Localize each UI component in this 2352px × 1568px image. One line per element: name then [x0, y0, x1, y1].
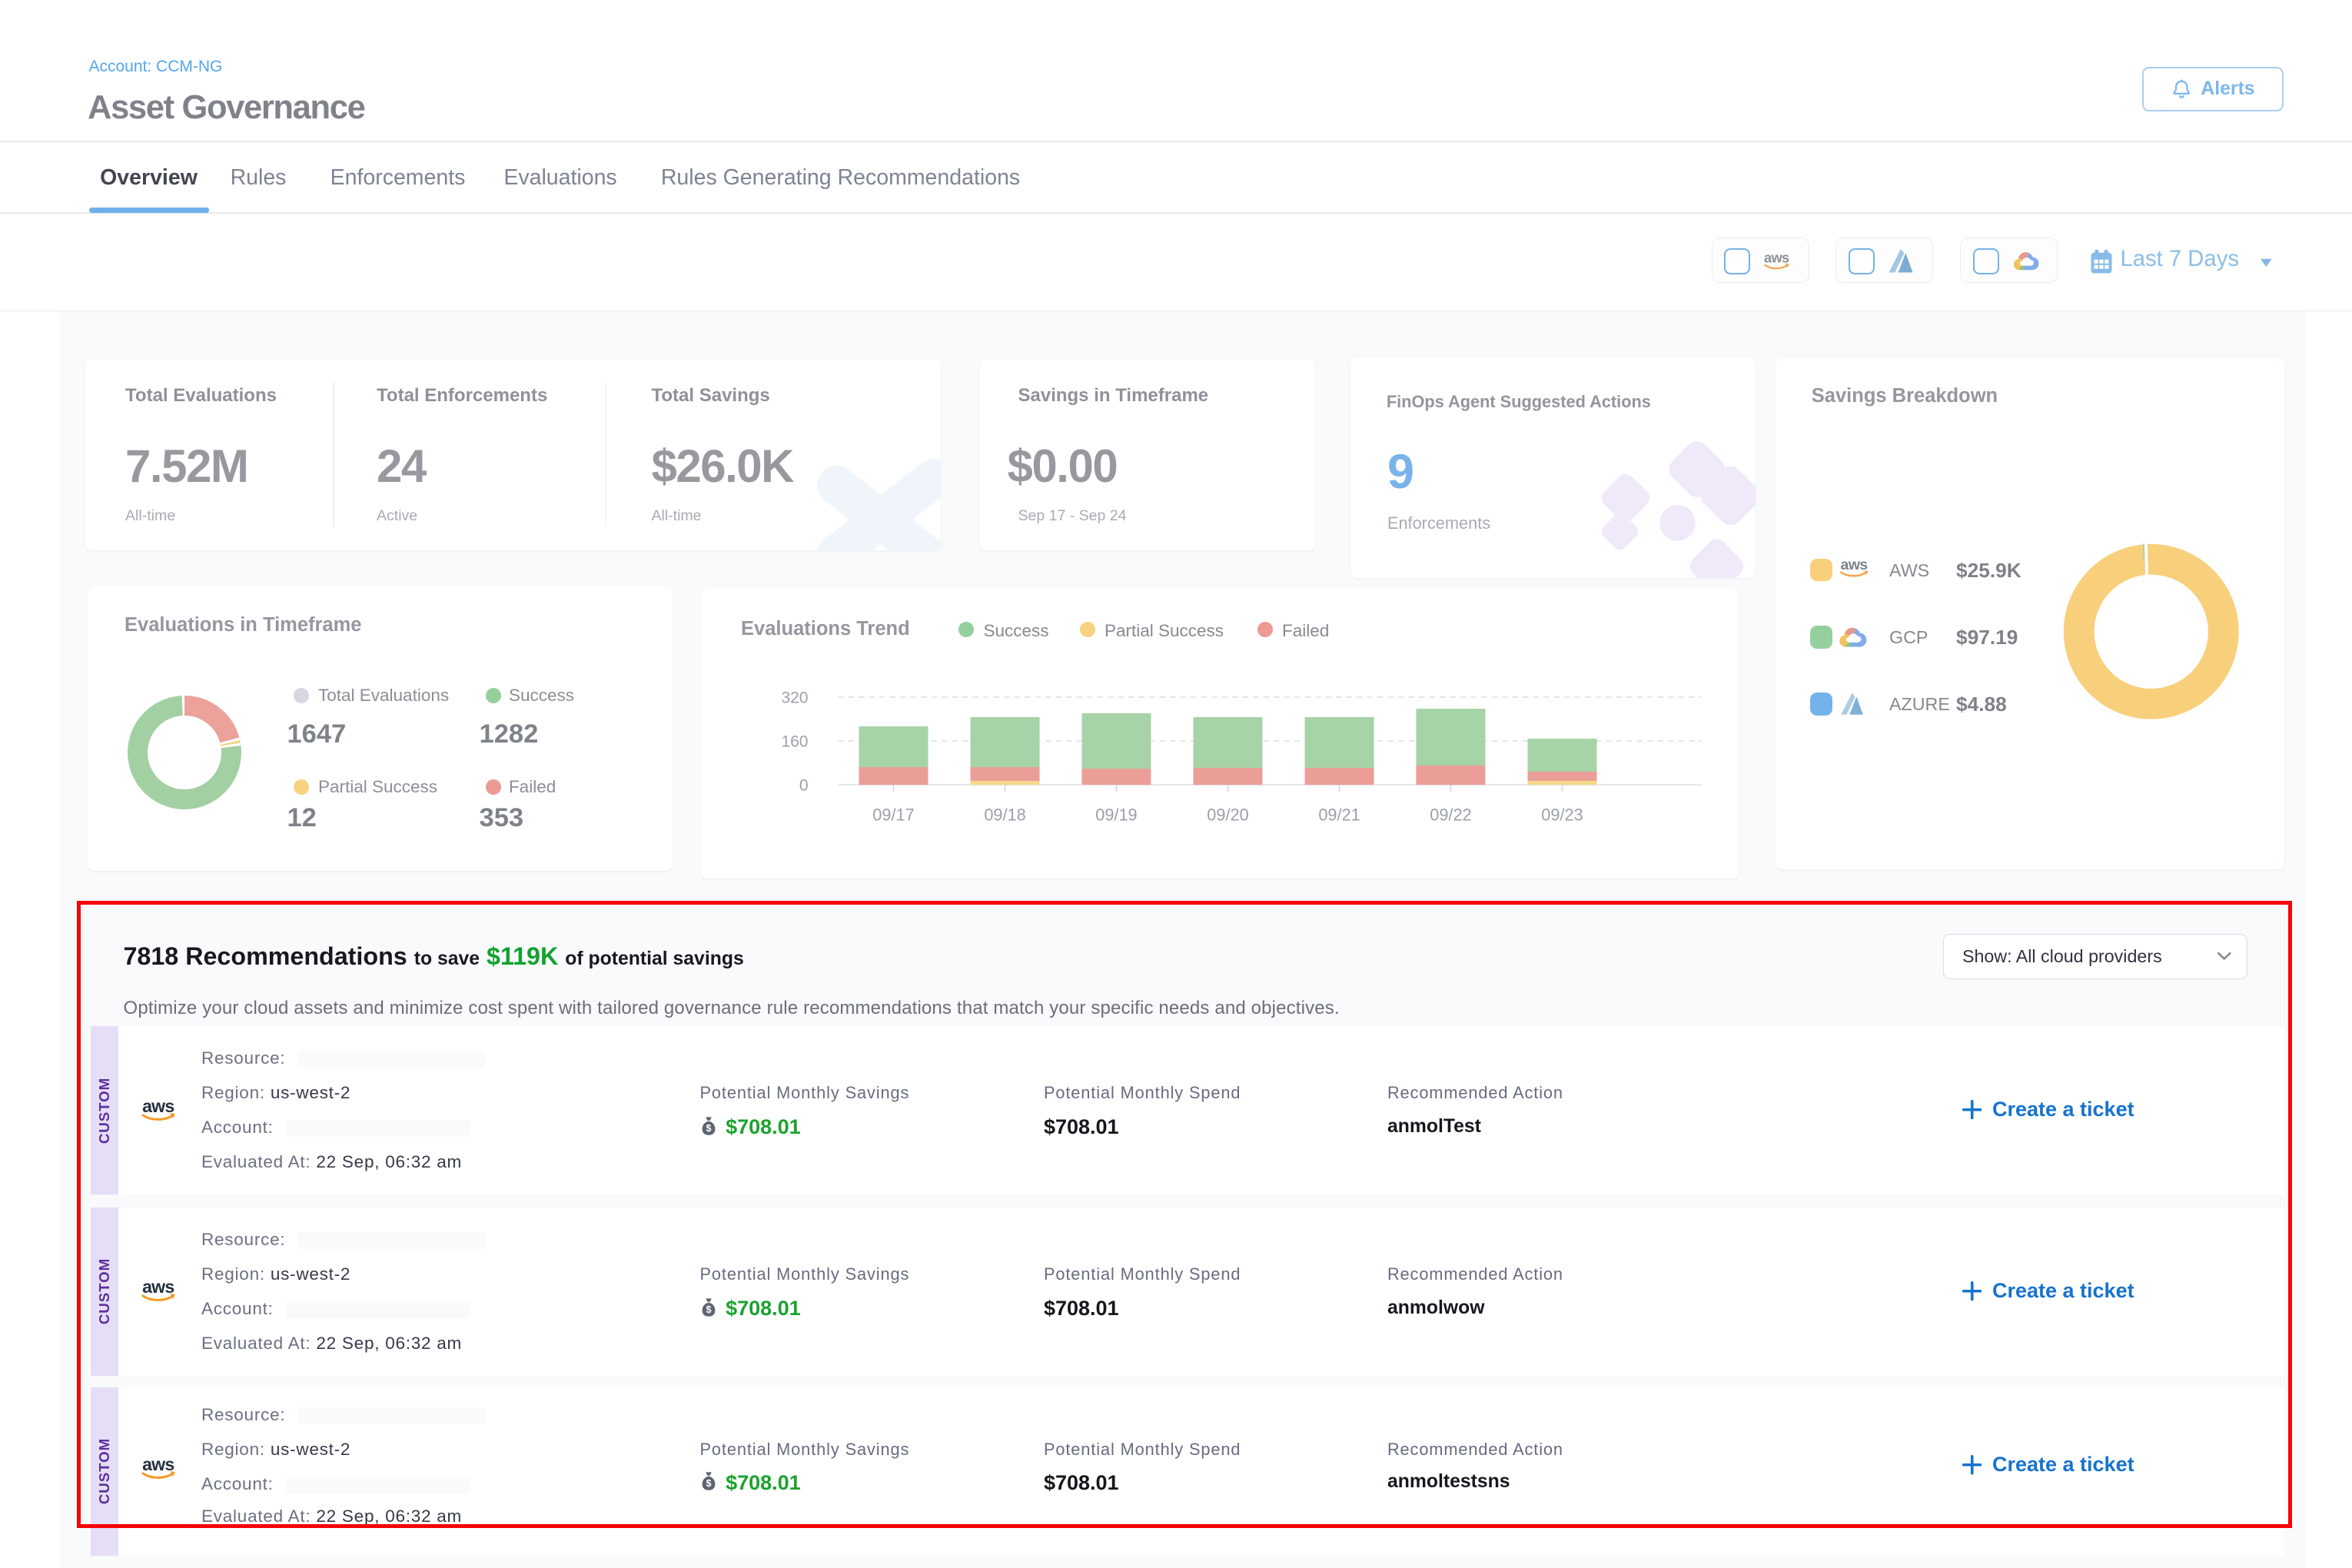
svg-text:aws: aws	[143, 1097, 174, 1116]
svg-text:0: 0	[799, 777, 809, 795]
svg-text:aws: aws	[143, 1277, 174, 1297]
svg-text:09/18: 09/18	[984, 806, 1025, 825]
svg-text:320: 320	[781, 689, 808, 707]
svg-text:$: $	[706, 1123, 712, 1134]
svg-text:aws: aws	[1764, 251, 1789, 266]
svg-text:09/21: 09/21	[1318, 806, 1360, 825]
svg-text:09/23: 09/23	[1541, 806, 1583, 825]
svg-text:aws: aws	[1841, 556, 1869, 573]
svg-text:09/19: 09/19	[1095, 806, 1137, 825]
svg-text:09/17: 09/17	[872, 806, 914, 825]
svg-text:160: 160	[781, 733, 808, 751]
svg-text:09/22: 09/22	[1430, 806, 1471, 825]
svg-text:$: $	[706, 1304, 712, 1315]
svg-text:$: $	[706, 1478, 712, 1489]
svg-text:09/20: 09/20	[1207, 806, 1248, 825]
svg-text:aws: aws	[143, 1455, 174, 1474]
